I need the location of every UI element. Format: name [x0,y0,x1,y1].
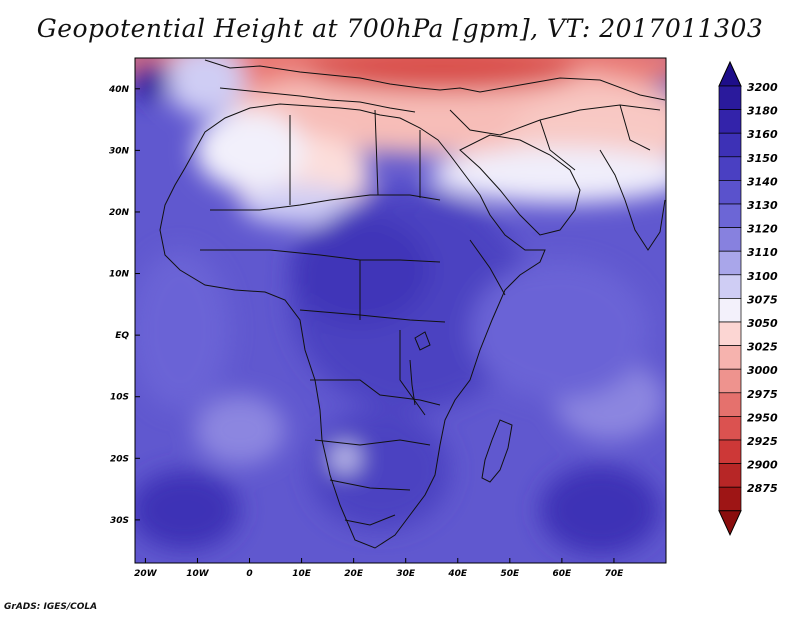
lat-tick-label: 40N [108,85,130,95]
colorbar-swatch [718,298,742,323]
colorbar-swatch [718,85,742,110]
colorbar-swatch [718,250,742,276]
colorbar-level-label: 3075 [747,293,778,306]
colorbar-level-label: 3140 [747,175,778,188]
lat-tick-label: 20N [109,208,130,218]
colorbar-level-label: 3000 [747,364,778,377]
grads-credit: GrADS: IGES/COLA [4,602,98,612]
lon-tick-label: 10E [292,569,312,579]
colorbar-swatch [718,439,742,464]
latitude-axis: 40N 30N 20N 10N EQ 10S 20S 30S [108,85,140,526]
lon-tick-label: 30E [396,569,416,579]
lat-tick-label: 10S [110,393,129,403]
geopotential-field [135,58,666,563]
lat-tick-label: 30N [109,146,130,156]
lon-tick-label: 20E [344,569,364,579]
lon-tick-label: 50E [500,569,520,579]
colorbar-level-label: 3120 [747,223,778,236]
colorbar-level-label: 3150 [747,152,778,165]
map-title: Geopotential Height at 700hPa [gpm], VT:… [36,14,764,43]
colorbar-level-label: 3200 [747,81,778,94]
colorbar-level-label: 3160 [747,128,778,141]
lon-tick-label: 10W [186,569,210,579]
coastlines [159,59,666,549]
colorbar-swatch [718,274,742,299]
plot-frame [134,57,667,564]
lat-tick-label: EQ [115,331,129,341]
colorbar-level-label: 2925 [747,435,778,448]
colorbar-swatch [718,132,742,158]
colorbar-top-arrow [718,60,742,87]
colorbar-level-label: 3110 [747,246,778,259]
colorbar-swatch [718,416,742,441]
lat-tick-label: 20S [110,454,129,464]
longitude-axis: 20W 10W 0 10E 20E 30E 40E 50E 60E 70E [134,558,624,579]
colorbar-level-label: 2950 [747,411,778,424]
colorbar: 3200 3180 3160 3150 3140 3130 3120 3110 3100 3075… [718,60,778,537]
colorbar-swatch [718,109,742,134]
colorbar-swatch [718,227,742,252]
colorbar-swatch [718,345,742,370]
lon-tick-label: 70E [605,569,625,579]
colorbar-level-label: 3130 [747,199,778,212]
colorbar-level-label: 2975 [747,388,778,401]
lon-tick-label: 20W [134,569,158,579]
colorbar-swatch [718,368,742,394]
lon-tick-label: 60E [553,569,573,579]
colorbar-swatch [718,486,742,512]
lat-tick-label: 10N [109,270,130,280]
colorbar-swatch [718,463,742,488]
colorbar-swatch [718,392,742,417]
colorbar-level-label: 3100 [747,270,778,283]
lat-tick-label: 30S [110,516,129,526]
colorbar-level-label: 3050 [747,317,778,330]
colorbar-swatch [718,156,742,181]
colorbar-level-label: 2900 [747,459,778,472]
colorbar-bottom-arrow [718,510,742,537]
colorbar-level-label: 3025 [747,341,778,354]
lon-tick-label: 40E [447,569,468,579]
colorbar-swatch [718,203,742,228]
colorbar-swatch [718,321,742,346]
lon-tick-label: 0 [246,569,252,579]
colorbar-swatch [718,180,742,205]
colorbar-level-label: 2875 [747,482,778,495]
colorbar-level-label: 3180 [747,105,778,118]
